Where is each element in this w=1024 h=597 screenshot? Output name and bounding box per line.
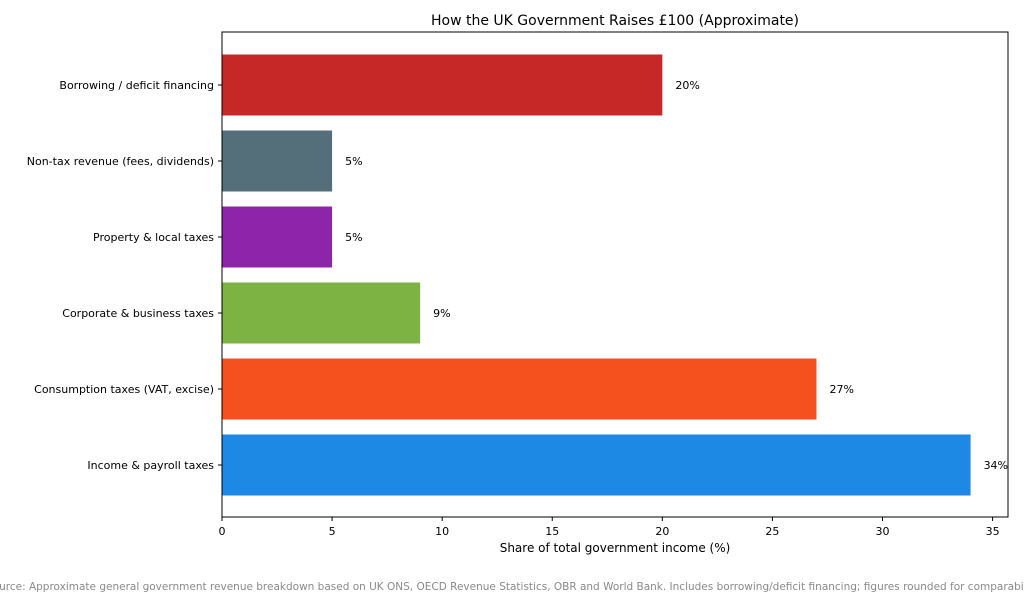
source-footnote: Source: Approximate general government r… [0, 580, 1024, 596]
y-tick-label: Non-tax revenue (fees, dividends) [27, 155, 214, 168]
bar-non-tax-revenue-fees-dividends [222, 130, 333, 192]
y-tick-label: Corporate & business taxes [62, 307, 214, 320]
y-tick-label: Income & payroll taxes [87, 459, 214, 472]
x-tick-label: 35 [986, 525, 1000, 538]
bars-layer [222, 54, 971, 496]
bar-consumption-taxes-vat-excise [222, 358, 817, 420]
x-tick-label: 10 [435, 525, 449, 538]
bar-borrowing-deficit-financing [222, 54, 663, 116]
x-axis-label: Share of total government income (%) [500, 541, 731, 555]
bar-property-local-taxes [222, 206, 333, 268]
value-label: 9% [433, 307, 450, 320]
y-tick-label: Borrowing / deficit financing [59, 79, 214, 92]
x-tick-label: 15 [545, 525, 559, 538]
bar-corporate-business-taxes [222, 282, 421, 344]
x-tick-label: 0 [219, 525, 226, 538]
y-axis-labels: Income & payroll taxes Consumption taxes … [27, 79, 222, 472]
value-label: 20% [675, 79, 699, 92]
value-label: 27% [829, 383, 853, 396]
value-label: 5% [345, 231, 362, 244]
plot-frame [221, 31, 1009, 518]
chart-title: How the UK Government Raises £100 (Appro… [431, 13, 799, 29]
y-tick-label: Property & local taxes [93, 231, 214, 244]
x-tick-label: 5 [329, 525, 336, 538]
value-label: 34% [984, 459, 1008, 472]
value-label: 5% [345, 155, 362, 168]
y-tick-label: Consumption taxes (VAT, excise) [34, 383, 214, 396]
x-tick-label: 25 [765, 525, 779, 538]
source-footnote-text: Source: Approximate general government r… [0, 581, 1024, 593]
x-tick-label: 30 [876, 525, 890, 538]
value-labels: 34% 27% 9% 5% 5% 20% [345, 79, 1008, 472]
x-axis: 0 5 10 15 20 25 30 35 [219, 517, 1000, 538]
bar-income-payroll-taxes [222, 434, 971, 496]
x-tick-label: 20 [655, 525, 669, 538]
